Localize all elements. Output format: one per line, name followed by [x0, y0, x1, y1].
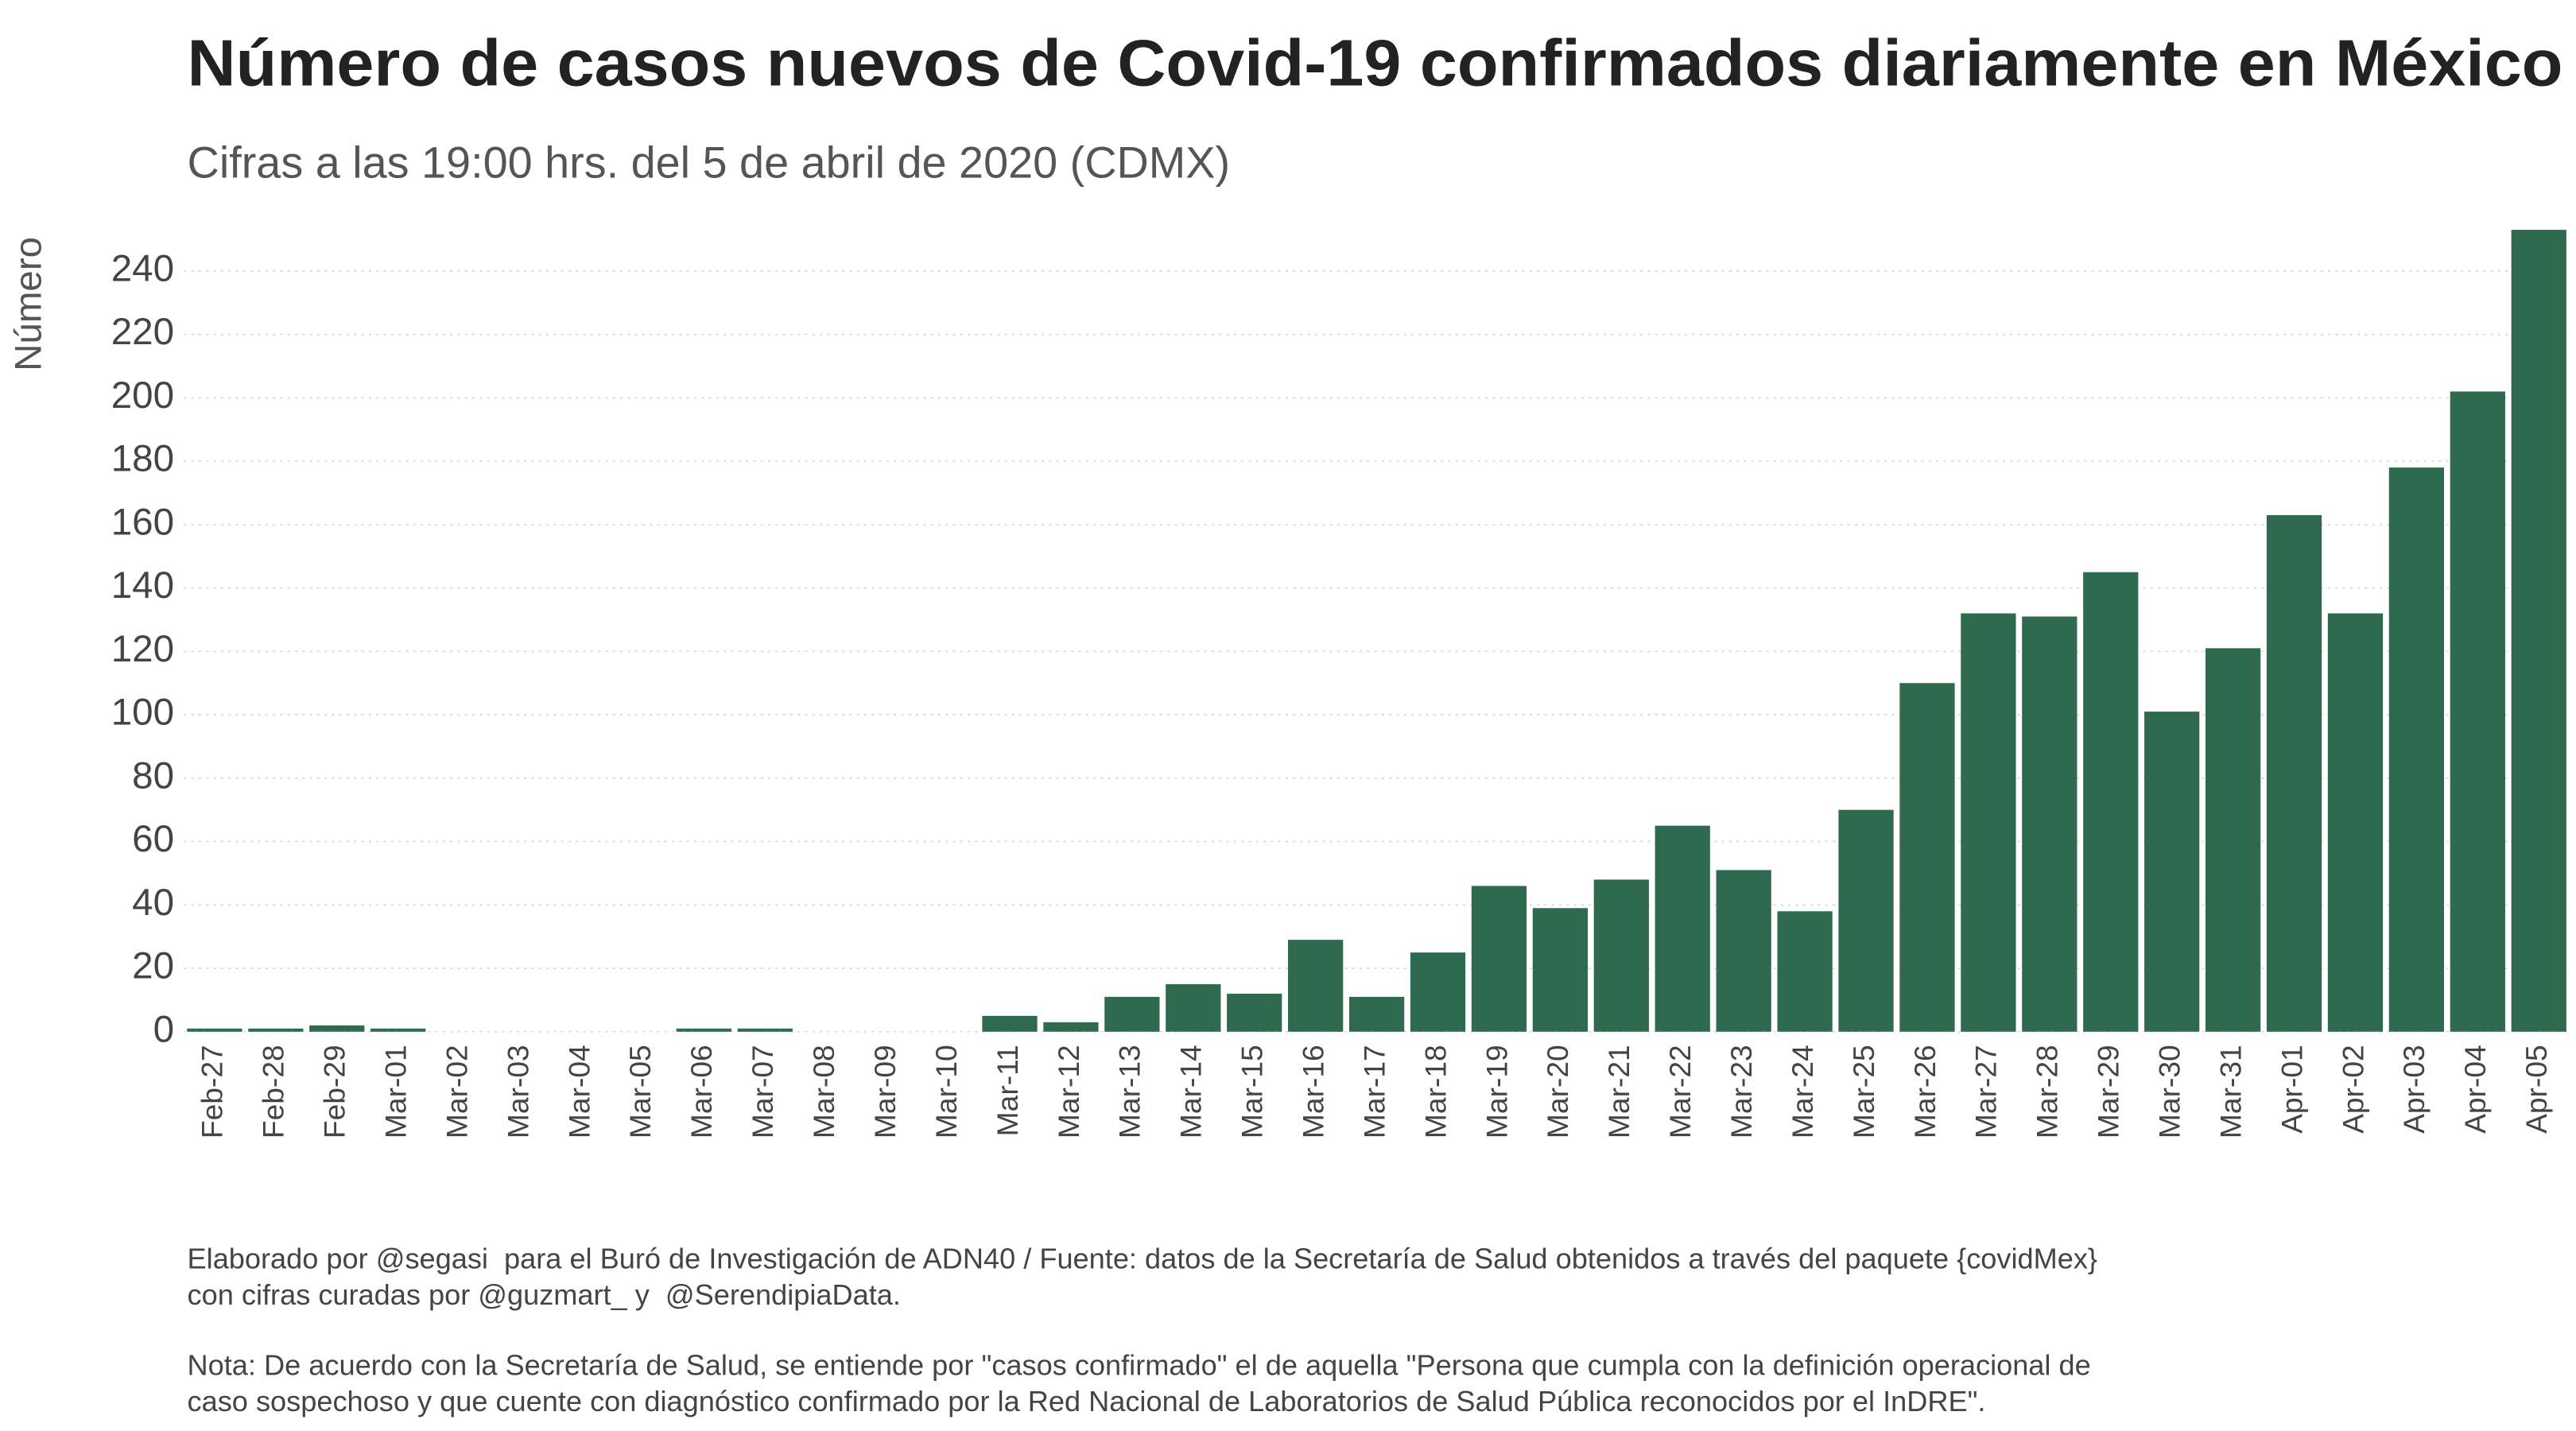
- x-tick-label: Apr-02: [2336, 1045, 2369, 1134]
- y-tick-label: 200: [111, 374, 174, 417]
- bar: [1471, 886, 1527, 1032]
- bar: [737, 1028, 793, 1032]
- bar: [2266, 514, 2322, 1032]
- footnote: Elaborado por @segasi para el Buró de In…: [188, 1242, 2097, 1274]
- x-tick-label: Mar-19: [1480, 1045, 1513, 1138]
- bar: [1288, 940, 1344, 1032]
- x-tick-label: Apr-01: [2275, 1045, 2308, 1134]
- x-tick-label: Apr-05: [2520, 1045, 2553, 1134]
- x-tick-label: Mar-29: [2092, 1045, 2125, 1138]
- y-tick-label: 0: [153, 1008, 174, 1050]
- bar: [1593, 879, 1649, 1032]
- bar: [2022, 616, 2077, 1032]
- x-tick-label: Mar-22: [1663, 1045, 1697, 1138]
- x-tick-label: Mar-01: [379, 1045, 413, 1138]
- bar: [309, 1025, 365, 1032]
- bar: [2144, 712, 2200, 1032]
- x-tick-label: Mar-03: [501, 1045, 534, 1138]
- x-tick-label: Mar-11: [991, 1045, 1024, 1136]
- bar: [1716, 870, 1771, 1032]
- x-tick-label: Mar-23: [1724, 1045, 1758, 1138]
- bar: [2083, 572, 2139, 1032]
- y-tick-label: 120: [111, 628, 174, 670]
- x-tick-label: Mar-28: [2031, 1045, 2064, 1138]
- x-tick-label: Feb-27: [196, 1045, 229, 1138]
- bar: [2511, 230, 2566, 1032]
- y-tick-label: 180: [111, 438, 174, 480]
- x-tick-label: Mar-15: [1236, 1045, 1269, 1138]
- x-tick-label: Mar-24: [1786, 1045, 1819, 1138]
- x-tick-label: Mar-04: [562, 1045, 596, 1138]
- x-tick-label: Mar-14: [1174, 1045, 1208, 1138]
- x-tick-label: Feb-29: [318, 1045, 351, 1138]
- bar: [248, 1028, 304, 1032]
- x-tick-label: Mar-16: [1296, 1045, 1329, 1138]
- x-tick-label: Mar-02: [440, 1045, 473, 1138]
- bar: [2205, 648, 2261, 1032]
- footnote: con cifras curadas por @guzmart_ y @Sere…: [188, 1278, 901, 1311]
- x-tick-label: Mar-13: [1113, 1045, 1146, 1138]
- x-tick-label: Mar-20: [1541, 1045, 1574, 1138]
- y-tick-label: 80: [132, 754, 174, 797]
- y-tick-label: 40: [132, 882, 174, 924]
- x-tick-label: Mar-08: [807, 1045, 840, 1138]
- bar: [1348, 996, 1405, 1032]
- bar: [1104, 996, 1160, 1032]
- bar: [370, 1028, 426, 1032]
- bar: [676, 1028, 731, 1032]
- y-tick-label: 160: [111, 501, 174, 543]
- bar: [1961, 613, 2016, 1032]
- bar: [1899, 683, 1955, 1032]
- y-tick-label: 140: [111, 564, 174, 607]
- x-tick-label: Mar-26: [1908, 1045, 1942, 1138]
- x-tick-label: Mar-21: [1602, 1045, 1635, 1138]
- chart-title: Número de casos nuevos de Covid-19 confi…: [188, 26, 2563, 100]
- bar: [1166, 983, 1221, 1032]
- bar: [2388, 467, 2445, 1032]
- bar: [2450, 391, 2505, 1032]
- bar: [1410, 952, 1466, 1032]
- x-tick-label: Mar-31: [2213, 1045, 2247, 1138]
- x-tick-label: Mar-05: [623, 1045, 657, 1138]
- y-tick-label: 20: [132, 945, 174, 987]
- x-tick-label: Mar-30: [2153, 1045, 2186, 1138]
- x-tick-label: Feb-28: [257, 1045, 290, 1138]
- chart-subtitle: Cifras a las 19:00 hrs. del 5 de abril d…: [188, 137, 1230, 187]
- y-axis-label: Número: [8, 237, 50, 371]
- footnote: Nota: De acuerdo con la Secretaría de Sa…: [188, 1349, 2091, 1382]
- x-tick-label: Mar-10: [929, 1045, 963, 1138]
- x-tick-label: Mar-06: [685, 1045, 718, 1138]
- x-tick-label: Mar-27: [1969, 1045, 2003, 1138]
- bar: [2327, 613, 2384, 1032]
- x-tick-label: Mar-07: [746, 1045, 779, 1138]
- bar: [1838, 809, 1894, 1032]
- bar: [982, 1015, 1038, 1032]
- bar: [1655, 825, 1710, 1032]
- bar: [1043, 1022, 1099, 1032]
- bar: [1227, 993, 1282, 1032]
- x-tick-label: Apr-04: [2458, 1045, 2492, 1134]
- y-tick-label: 100: [111, 692, 174, 734]
- x-tick-label: Mar-09: [868, 1045, 902, 1138]
- x-tick-label: Mar-25: [1847, 1045, 1880, 1138]
- x-tick-label: Apr-03: [2397, 1045, 2431, 1134]
- x-tick-label: Mar-17: [1357, 1045, 1391, 1138]
- bar: [1777, 911, 1833, 1032]
- footnote: caso sospechoso y que cuente con diagnós…: [188, 1385, 1986, 1417]
- x-tick-label: Mar-18: [1418, 1045, 1452, 1138]
- bar: [187, 1028, 242, 1032]
- x-tick-label: Mar-12: [1052, 1045, 1085, 1138]
- y-tick-label: 60: [132, 818, 174, 860]
- bar: [1532, 908, 1588, 1032]
- y-tick-label: 220: [111, 311, 174, 353]
- y-tick-label: 240: [111, 247, 174, 289]
